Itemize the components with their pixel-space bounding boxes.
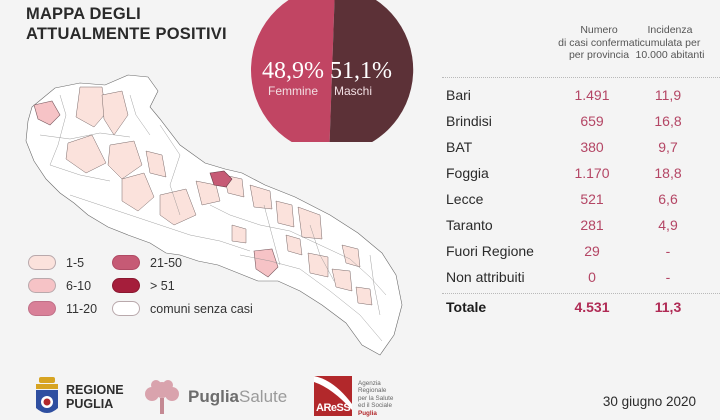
title-line-2: ATTUALMENTE POSITIVI [26,25,227,43]
legend-item-11-20: 11-20 [28,301,97,316]
legend-swatch [28,255,56,270]
cases-value: 29 [584,243,600,259]
incidence-value: 4,9 [658,217,678,233]
incidence-value: - [665,269,671,285]
legend-label: 11-20 [66,301,98,316]
aress-description: Agenzia Regionale per la Salute ed il So… [358,376,393,417]
total-cases-value: 4.531 [574,299,610,315]
legend-swatch [28,278,56,293]
header-divider [442,77,720,78]
header-cases: Numero di casi confermati per provincia [540,24,658,62]
tree-icon [145,380,179,414]
table-row: Non attribuiti 0 - [442,264,720,290]
total-label: Totale [446,299,487,315]
legend-item-no-cases: comuni senza casi [112,301,253,316]
header-cases-line: per provincia [568,49,630,61]
legend-swatch [28,301,56,316]
regione-text: REGIONE [66,383,124,397]
pie-label-femmine: 48,9% Femmine [254,58,332,98]
cases-value: 1.170 [574,165,610,181]
aress-desc-line: Agenzia [358,380,381,387]
legend-label: > 51 [150,278,175,293]
cases-value: 380 [580,139,604,155]
table-row: Lecce 521 6,6 [442,186,720,212]
incidence-value: - [665,243,671,259]
header-incidence-line: 10.000 abitanti [635,49,705,61]
pie-label-maschi: 51,1% Maschi [330,58,404,98]
cases-value: 281 [580,217,604,233]
province-name: Taranto [446,217,493,233]
incidence-value: 6,6 [658,191,678,207]
total-divider [442,293,720,294]
aress-word: AReSS [316,402,351,414]
pie-slice-femmine [251,0,335,142]
aress-badge-icon: AReSS [314,376,352,416]
cases-value: 1.491 [574,87,610,103]
legend-label: comuni senza casi [150,301,253,316]
legend-label: 6-10 [66,278,92,293]
province-name: Brindisi [446,113,492,129]
legend-item-1-5: 1-5 [28,255,84,270]
regione-puglia-crest-icon [36,377,58,413]
puglia-salute-text: PugliaSalute [188,387,287,407]
header-cases-line: Numero [580,24,618,36]
legend-swatch [112,278,140,293]
femmine-percent: 48,9% [262,58,324,84]
table-header: Numero di casi confermati per provincia … [442,24,718,76]
gender-pie-chart [251,0,414,142]
page-title: MAPPA DEGLI ATTUALMENTE POSITIVI [26,4,227,44]
footer: REGIONE PUGLIA PugliaSalute AReSS Agenzi… [0,370,720,420]
puglia-salute-logo: PugliaSalute [142,378,287,416]
table-total-row: Totale 4.531 11,3 [442,294,720,320]
title-line-1: MAPPA DEGLI [26,5,141,23]
aress-desc-line: per la Salute [358,394,394,402]
maschi-percent: 51,1% [330,58,392,84]
province-name: Non attribuiti [446,269,525,285]
legend-item-6-10: 6-10 [28,278,91,293]
table-row: Bari 1.491 11,9 [442,82,720,108]
total-incidence-value: 11,3 [654,299,682,315]
cases-value: 521 [580,191,604,207]
puglia-text: PUGLIA [66,397,114,411]
table-row: Brindisi 659 16,8 [442,108,720,134]
province-name: BAT [446,139,473,155]
header-incidence-line: Incidenza [647,24,693,36]
legend-swatch [112,301,140,316]
cases-value: 0 [588,269,596,285]
pie-slice-maschi [329,0,414,142]
incidence-value: 16,8 [654,113,682,129]
incidence-value: 11,9 [654,87,682,103]
province-name: Bari [446,87,471,103]
table-row: Fuori Regione 29 - [442,238,720,264]
table-row: Foggia 1.170 18,8 [442,160,720,186]
aress-logo: AReSS Agenzia Regionale per la Salute ed… [314,376,393,417]
aress-desc-line: ed il Sociale [358,402,392,410]
header-incidence-line: cumulata per [639,36,701,49]
puglia-choropleth-map [25,74,403,356]
regione-puglia-logo: REGIONE PUGLIA [34,376,124,418]
header-cases-line: di casi confermati [558,36,640,49]
legend-label: 21-50 [150,255,182,270]
province-name: Lecce [446,191,484,207]
table-row: BAT 380 9,7 [442,134,720,160]
maschi-label: Maschi [334,84,373,98]
legend-item-21-50: 21-50 [112,255,182,270]
province-name: Fuori Regione [446,243,534,259]
puglia-word: Puglia [188,387,240,406]
cases-value: 659 [580,113,604,129]
province-name: Foggia [446,165,489,181]
incidence-value: 18,8 [654,165,682,181]
report-date: 30 giugno 2020 [602,394,696,409]
table-row: Taranto 281 4,9 [442,212,720,238]
aress-desc-puglia: Puglia [358,409,377,417]
header-incidence: Incidenza cumulata per 10.000 abitanti [622,24,718,62]
legend-item-over-51: > 51 [112,278,175,293]
incidence-value: 9,7 [658,139,678,155]
femmine-label: Femmine [267,84,318,98]
salute-word: Salute [239,387,288,406]
aress-desc-line: Regionale [358,387,387,395]
legend-label: 1-5 [66,255,85,270]
legend-swatch [112,255,140,270]
